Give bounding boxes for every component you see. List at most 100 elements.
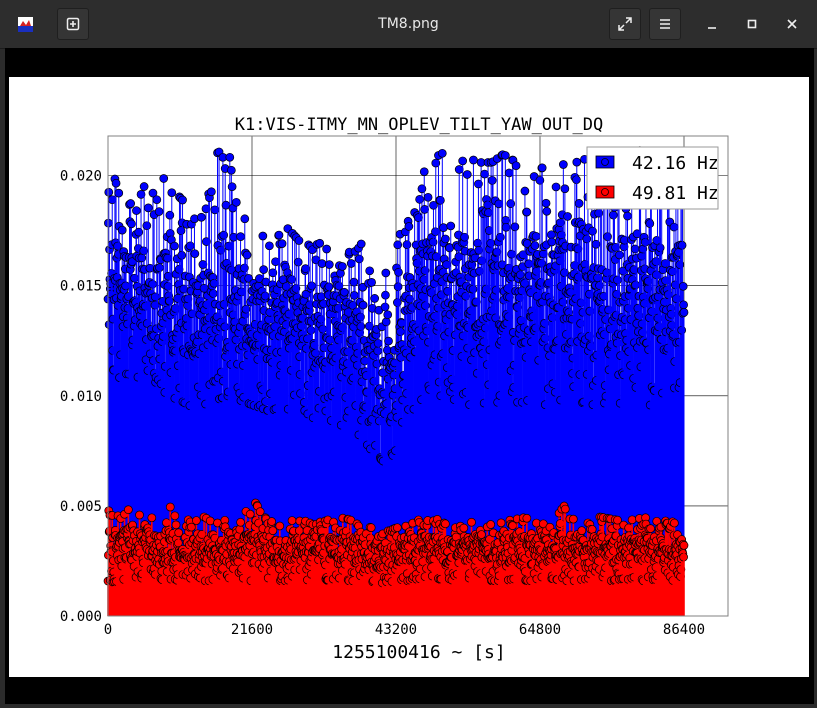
- data-point: [162, 518, 171, 528]
- data-point: [117, 225, 127, 235]
- data-point: [367, 278, 376, 287]
- data-point: [454, 165, 464, 174]
- data-point: [185, 241, 195, 251]
- data-point: [439, 223, 448, 232]
- menu-button[interactable]: [649, 8, 681, 40]
- data-point: [630, 244, 640, 254]
- data-point: [143, 203, 153, 213]
- fullscreen-button[interactable]: [609, 8, 641, 40]
- data-point: [477, 530, 486, 539]
- data-point: [396, 327, 405, 337]
- data-point: [419, 167, 429, 177]
- data-point: [354, 254, 364, 264]
- data-point: [462, 170, 472, 179]
- data-point: [338, 262, 347, 271]
- data-point: [227, 182, 237, 192]
- data-point: [510, 222, 520, 232]
- data-point: [197, 212, 206, 222]
- new-tab-button[interactable]: [57, 8, 89, 40]
- data-point: [591, 239, 601, 249]
- data-point: [126, 199, 136, 208]
- data-point: [293, 257, 303, 267]
- data-point: [608, 210, 618, 220]
- data-point: [358, 300, 368, 310]
- data-point: [258, 231, 268, 241]
- data-point: [307, 281, 317, 291]
- minimize-button[interactable]: [702, 14, 722, 34]
- data-point: [678, 281, 688, 291]
- data-point: [318, 324, 328, 334]
- data-point: [136, 190, 146, 199]
- data-point: [480, 169, 489, 179]
- data-point: [287, 516, 297, 525]
- app-icon: [18, 17, 33, 32]
- data-point: [139, 182, 149, 191]
- data-point: [582, 234, 592, 244]
- data-point: [551, 182, 561, 192]
- data-point: [431, 158, 441, 168]
- data-point: [366, 523, 376, 532]
- data-point: [132, 206, 141, 215]
- data-point: [236, 232, 245, 241]
- minimize-icon: [708, 27, 716, 29]
- data-point: [370, 294, 380, 303]
- maximize-button[interactable]: [742, 14, 762, 34]
- data-point: [384, 336, 393, 346]
- data-point: [522, 207, 532, 217]
- data-point: [260, 291, 270, 301]
- data-point: [531, 231, 541, 241]
- data-point: [365, 266, 375, 276]
- data-point: [459, 523, 469, 533]
- data-point: [268, 268, 278, 278]
- data-point: [265, 241, 274, 251]
- data-point: [520, 186, 530, 196]
- data-point: [563, 212, 572, 221]
- data-point: [114, 188, 124, 198]
- data-point: [281, 282, 291, 291]
- data-point: [190, 249, 200, 259]
- data-point: [487, 176, 497, 185]
- window-title: TM8.png: [378, 16, 439, 32]
- data-point: [322, 244, 331, 254]
- data-point: [267, 517, 277, 526]
- data-point: [423, 192, 433, 202]
- data-point: [631, 280, 640, 290]
- window-titlebar: TM8.png: [0, 0, 817, 49]
- data-point: [402, 240, 412, 249]
- data-point: [155, 263, 164, 273]
- data-point: [277, 239, 287, 248]
- data-point: [135, 510, 144, 520]
- data-point: [558, 160, 568, 169]
- data-point: [437, 148, 447, 158]
- data-point: [127, 219, 136, 229]
- data-point: [574, 199, 584, 208]
- data-point: [275, 521, 285, 531]
- data-point: [171, 520, 181, 530]
- data-point: [640, 237, 650, 247]
- data-point: [572, 157, 582, 167]
- data-point: [165, 210, 175, 220]
- data-point: [349, 277, 359, 287]
- data-point: [623, 211, 632, 221]
- data-point: [245, 509, 255, 519]
- data-point: [170, 511, 180, 521]
- data-point: [225, 152, 235, 162]
- data-point: [315, 238, 325, 248]
- data-point: [154, 207, 164, 216]
- data-point: [441, 519, 450, 529]
- data-point: [124, 505, 133, 515]
- data-point: [500, 151, 510, 160]
- data-point: [501, 222, 511, 232]
- data-point: [165, 502, 175, 512]
- data-point: [346, 259, 356, 268]
- data-point: [142, 221, 152, 231]
- data-point: [192, 516, 201, 525]
- data-point: [241, 304, 251, 314]
- data-point: [201, 204, 211, 214]
- data-point: [414, 213, 423, 222]
- data-point: [198, 260, 208, 269]
- data-point: [541, 198, 551, 208]
- fullscreen-icon: [618, 17, 632, 31]
- data-point: [159, 174, 169, 183]
- close-button[interactable]: [782, 14, 802, 34]
